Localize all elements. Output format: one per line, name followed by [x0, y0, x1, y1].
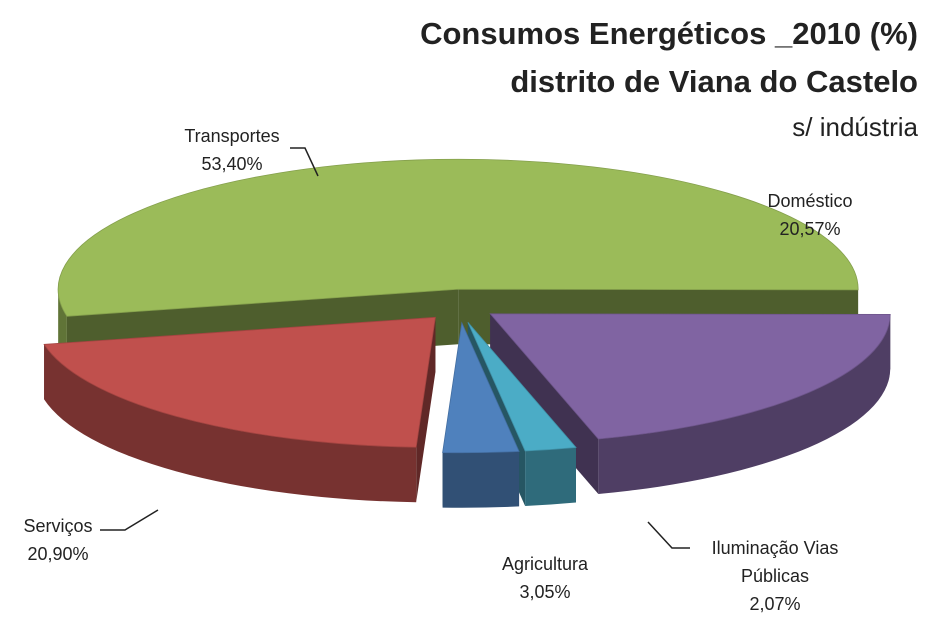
- value-label: 20,57%: [730, 215, 890, 243]
- value-label: 3,05%: [465, 578, 625, 606]
- slice-wall: [525, 447, 576, 506]
- category-label: Doméstico: [730, 187, 890, 215]
- value-label: 53,40%: [152, 150, 312, 178]
- value-label: 20,90%: [0, 540, 138, 568]
- chart-title: Consumos Energéticos _2010 (%): [420, 16, 918, 52]
- leader-line: [648, 522, 690, 548]
- chart-subtitle: s/ indústria: [792, 112, 918, 143]
- category-label: Agricultura: [465, 550, 625, 578]
- category-label: Serviços: [0, 512, 138, 540]
- value-label: 2,07%: [688, 590, 863, 618]
- category-label: Iluminação Vias Públicas: [688, 534, 863, 590]
- slice-wall: [443, 451, 519, 507]
- chart-title: distrito de Viana do Castelo: [510, 64, 918, 100]
- category-label: Transportes: [152, 122, 312, 150]
